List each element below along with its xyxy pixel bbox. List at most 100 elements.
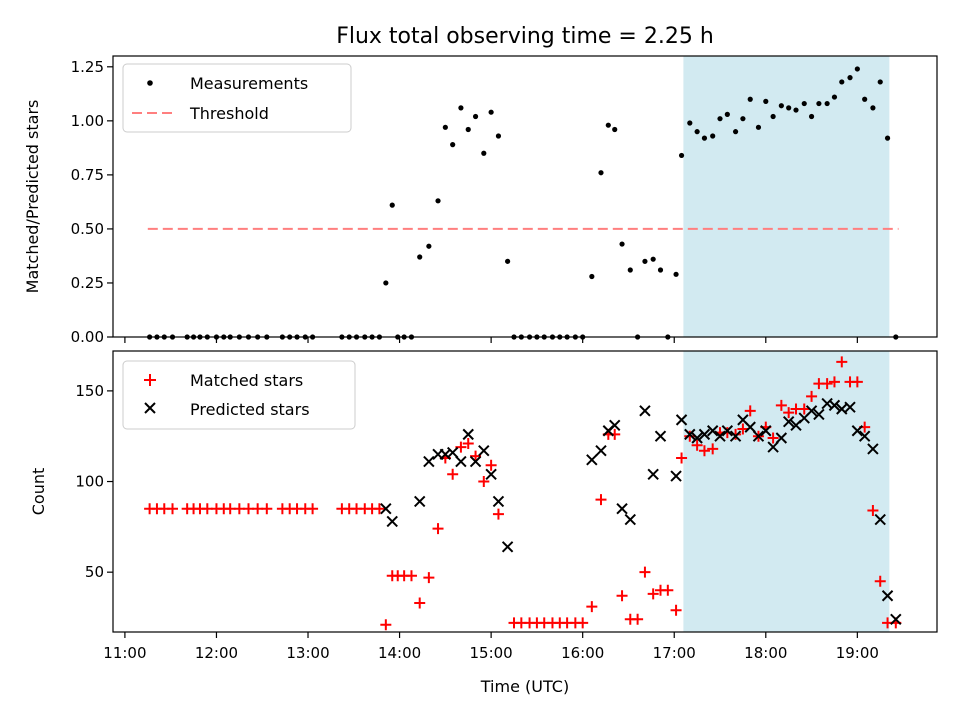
predicted-stars-point [616, 503, 628, 515]
measurement-point [450, 142, 456, 148]
count-points [144, 356, 902, 631]
matched-legend-label: Matched stars [190, 371, 303, 390]
observing-window-shade-bottom [683, 351, 890, 632]
measurement-point [854, 66, 860, 72]
measurement-point [755, 124, 762, 130]
predicted-stars-point [752, 430, 765, 442]
matched-stars-point [698, 445, 710, 457]
matched-stars-point [586, 601, 598, 613]
measurement-point [417, 254, 423, 260]
matched-stars-point [455, 441, 467, 453]
y-tick-label: 150 [75, 382, 104, 400]
predicted-legend-label: Predicted stars [190, 400, 310, 419]
predicted-stars-point [423, 455, 435, 468]
matched-stars-point [492, 508, 504, 520]
predicted-stars-point [414, 495, 426, 508]
measurement-point [657, 267, 664, 273]
top-y-axis-label: Matched/Predicted stars [23, 100, 42, 294]
measurement-point [687, 120, 693, 126]
matched-stars-point [307, 503, 319, 515]
measurement-point [786, 105, 792, 111]
matched-stars-point [632, 613, 644, 625]
x-tick-label: 15:00 [470, 644, 513, 662]
measurement-point [793, 107, 799, 113]
matched-stars-point [485, 459, 497, 471]
predicted-stars-point [836, 403, 848, 415]
predicted-stars-point [595, 445, 607, 457]
predicted-stars-point [881, 590, 894, 602]
x-tick-label: 19:00 [836, 644, 879, 662]
matched-stars-point [767, 432, 779, 444]
counts-panel: 50 100 150 11:00 12:00 13:00 14:00 15:00 16:00 17… [75, 350, 938, 662]
predicted-stars-point [706, 425, 719, 437]
bottom-legend-box [122, 360, 356, 430]
matched-stars-point [775, 399, 787, 411]
measurements-panel: 0.00 0.25 0.50 0.75 1.00 1.25 Measurements Th… [71, 55, 938, 346]
predicted-stars-point [639, 405, 651, 417]
measurement-point [694, 129, 700, 135]
matched-stars-point [744, 405, 756, 417]
matched-stars-point [867, 505, 879, 517]
measurement-point [383, 280, 389, 286]
measurement-point [589, 273, 595, 280]
matched-stars-point [423, 572, 435, 584]
measurement-points [147, 66, 899, 340]
measurement-point [505, 258, 511, 264]
predicted-stars-point [714, 430, 726, 442]
predicted-stars-point [890, 613, 902, 626]
predicted-stars-point [782, 415, 795, 428]
x-tick-label: 16:00 [561, 644, 604, 662]
predicted-stars-point [501, 541, 514, 553]
predicted-stars-point [386, 515, 398, 528]
measurement-point [472, 113, 479, 120]
y-tick-label: 1.00 [71, 112, 104, 130]
bottom-panel-frame [112, 350, 938, 633]
predicted-stars-point [867, 443, 879, 455]
measurement-point [770, 113, 776, 120]
x-tick-label: 14:00 [378, 644, 421, 662]
predicted-stars-point [721, 425, 734, 437]
observing-window-shade-top [683, 56, 890, 337]
measurement-point [389, 202, 395, 208]
matched-stars-point [414, 597, 426, 609]
predicted-stars-point [684, 428, 696, 441]
predicted-stars-point [874, 513, 886, 526]
matched-stars-point [478, 476, 490, 488]
measurement-point [598, 170, 604, 176]
matched-stars-point [462, 437, 474, 449]
bottom-panel-ticks: 50 100 150 11:00 12:00 13:00 14:00 15:00 16:00 17… [75, 382, 879, 662]
matched-stars-point [167, 503, 179, 515]
measurement-point [619, 241, 625, 247]
chart-title: Flux total observing time = 2.25 h [336, 24, 714, 49]
y-tick-label: 1.25 [71, 58, 104, 76]
measurement-point [458, 105, 464, 111]
bottom-y-axis-label: Count [29, 468, 48, 516]
matched-stars-point [691, 439, 703, 451]
y-tick-label: 0.25 [71, 274, 104, 292]
measurement-point [747, 96, 753, 102]
measurement-point [884, 135, 891, 141]
matched-stars-point [798, 403, 810, 415]
matched-stars-point [821, 378, 833, 390]
predicted-stars-point [851, 425, 864, 437]
predicted-stars-point [609, 419, 621, 432]
predicted-stars-point [478, 445, 490, 457]
matched-stars-point [470, 450, 482, 462]
predicted-stars-point [844, 401, 856, 413]
predicted-stars-point [828, 399, 841, 412]
measurement-point [612, 126, 618, 133]
measurement-point [862, 96, 868, 102]
predicted-stars-point [586, 454, 598, 466]
measurement-point [488, 109, 494, 115]
predicted-stars-point [760, 425, 772, 437]
predicted-stars-point [813, 408, 825, 421]
matched-stars-point [662, 584, 674, 596]
predicted-stars-point [675, 414, 688, 426]
matched-stars-point [595, 494, 607, 506]
y-tick-label: 100 [75, 473, 104, 491]
predicted-stars-point [805, 405, 818, 417]
predicted-stars-point [469, 455, 482, 468]
measurement-point [627, 267, 633, 273]
measurement-point [426, 243, 432, 249]
matched-stars-point [684, 430, 696, 442]
